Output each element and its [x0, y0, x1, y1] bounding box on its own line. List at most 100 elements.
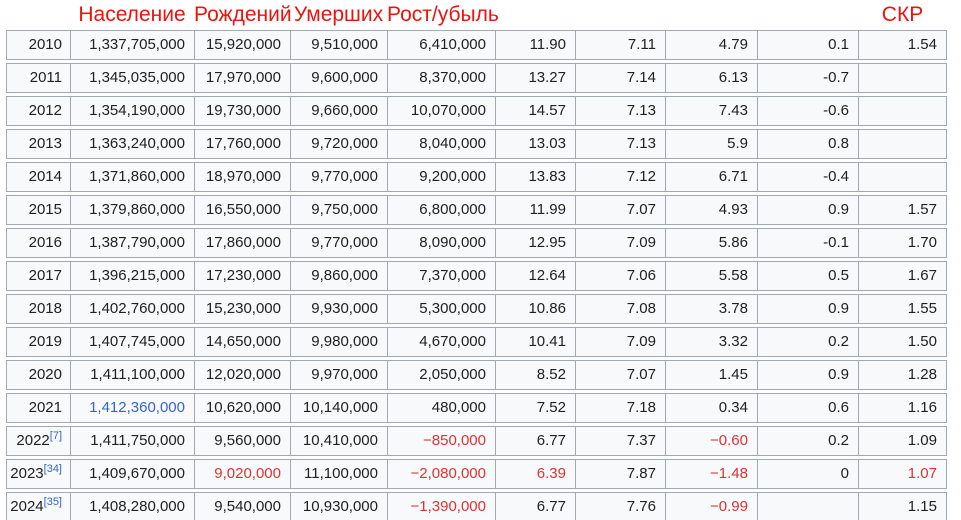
cell-tfr: 1.67 [858, 261, 947, 291]
cell-population: 1,354,190,000 [70, 96, 194, 126]
cell-death-rate: 7.13 [575, 96, 665, 126]
cell-births: 15,920,000 [194, 30, 290, 60]
cell-population: 1,411,750,000 [70, 426, 194, 456]
cell-birth-rate: 10.86 [495, 294, 575, 324]
population-link[interactable]: 1,412,360,000 [89, 399, 185, 416]
cell-year: 2024[35] [6, 492, 70, 520]
cell-population: 1,409,670,000 [70, 459, 194, 489]
cell-natural-growth-rate: 5.86 [665, 228, 757, 258]
cell-tfr: 1.15 [858, 492, 947, 520]
cell-death-rate: 7.11 [575, 30, 665, 60]
cell-rate-4: 0.2 [757, 426, 858, 456]
cell-rate-4: 0.9 [757, 360, 858, 390]
cell-year: 2017 [6, 261, 70, 291]
reference-link[interactable]: [7] [49, 430, 62, 442]
cell-rate-4: -0.4 [757, 162, 858, 192]
header-births: Рождений [194, 3, 292, 26]
cell-death-rate: 7.37 [575, 426, 665, 456]
table-row: 2013 1,363,240,000 17,760,000 9,720,000 8,04… [6, 129, 947, 159]
table-row: 2018 1,402,760,000 15,230,000 9,930,000 5,30… [6, 294, 947, 324]
cell-rate-4: 0.5 [757, 261, 858, 291]
cell-population: 1,363,240,000 [70, 129, 194, 159]
cell-natural-change: 4,670,000 [387, 327, 495, 357]
cell-year: 2019 [6, 327, 70, 357]
cell-deaths: 9,970,000 [290, 360, 387, 390]
cell-birth-rate: 6.77 [495, 492, 575, 520]
header-natural-growth-rate [665, 3, 757, 27]
cell-population: 1,396,215,000 [70, 261, 194, 291]
cell-deaths: 11,100,000 [290, 459, 387, 489]
header-population: Население [78, 3, 186, 26]
cell-death-rate: 7.09 [575, 327, 665, 357]
cell-year: 2015 [6, 195, 70, 225]
cell-birth-rate: 12.64 [495, 261, 575, 291]
cell-rate-4: 0.1 [757, 30, 858, 60]
cell-natural-change: 7,370,000 [387, 261, 495, 291]
cell-birth-rate: 10.41 [495, 327, 575, 357]
cell-tfr: 1.50 [858, 327, 947, 357]
cell-natural-growth-rate: 6.13 [665, 63, 757, 93]
cell-population: 1,411,100,000 [70, 360, 194, 390]
reference-link[interactable]: [34] [43, 463, 62, 475]
cell-rate-4: -0.6 [757, 96, 858, 126]
cell-natural-change: 10,070,000 [387, 96, 495, 126]
cell-population: 1,371,860,000 [70, 162, 194, 192]
cell-birth-rate: 14.57 [495, 96, 575, 126]
cell-rate-4: -0.7 [757, 63, 858, 93]
cell-births: 10,620,000 [194, 393, 290, 423]
cell-deaths: 9,860,000 [290, 261, 387, 291]
table-row: 2024[35] 1,408,280,000 9,540,000 10,930,000… [6, 492, 947, 520]
table-row: 2017 1,396,215,000 17,230,000 9,860,000 7,37… [6, 261, 947, 291]
reference-link[interactable]: [35] [43, 496, 62, 508]
cell-birth-rate: 6.39 [495, 459, 575, 489]
cell-natural-change: −1,390,000 [387, 492, 495, 520]
cell-natural-change: −2,080,000 [387, 459, 495, 489]
cell-rate-4: 0 [757, 459, 858, 489]
cell-natural-growth-rate: −0.60 [665, 426, 757, 456]
cell-births: 17,760,000 [194, 129, 290, 159]
cell-deaths: 9,930,000 [290, 294, 387, 324]
cell-natural-change: 2,050,000 [387, 360, 495, 390]
cell-natural-growth-rate: 6.71 [665, 162, 757, 192]
cell-births: 15,230,000 [194, 294, 290, 324]
cell-deaths: 9,770,000 [290, 162, 387, 192]
header-year [6, 3, 70, 27]
cell-death-rate: 7.13 [575, 129, 665, 159]
cell-births: 14,650,000 [194, 327, 290, 357]
cell-tfr: 1.16 [858, 393, 947, 423]
cell-natural-change: 6,800,000 [387, 195, 495, 225]
cell-deaths: 9,750,000 [290, 195, 387, 225]
cell-population: 1,337,705,000 [70, 30, 194, 60]
cell-death-rate: 7.87 [575, 459, 665, 489]
cell-birth-rate: 11.99 [495, 195, 575, 225]
header-tfr: СКР [881, 3, 924, 26]
cell-rate-4: 0.9 [757, 294, 858, 324]
cell-population: 1,387,790,000 [70, 228, 194, 258]
cell-births: 17,970,000 [194, 63, 290, 93]
cell-population: 1,407,745,000 [70, 327, 194, 357]
cell-deaths: 10,140,000 [290, 393, 387, 423]
table-row: 2015 1,379,860,000 16,550,000 9,750,000 6,80… [6, 195, 947, 225]
cell-death-rate: 7.07 [575, 195, 665, 225]
cell-year: 2010 [6, 30, 70, 60]
header-birth-rate [495, 3, 575, 27]
cell-birth-rate: 13.83 [495, 162, 575, 192]
cell-death-rate: 7.76 [575, 492, 665, 520]
cell-deaths: 9,600,000 [290, 63, 387, 93]
cell-natural-growth-rate: 4.79 [665, 30, 757, 60]
cell-natural-growth-rate: 5.9 [665, 129, 757, 159]
cell-rate-4: 0.2 [757, 327, 858, 357]
cell-birth-rate: 11.90 [495, 30, 575, 60]
cell-natural-growth-rate: 7.43 [665, 96, 757, 126]
cell-rate-4 [757, 492, 858, 520]
cell-natural-growth-rate: 3.32 [665, 327, 757, 357]
cell-births: 9,020,000 [194, 459, 290, 489]
cell-tfr [858, 162, 947, 192]
cell-natural-change: 8,090,000 [387, 228, 495, 258]
header-natural-change: Рост/убыль [387, 3, 499, 26]
cell-tfr [858, 96, 947, 126]
cell-natural-growth-rate: 3.78 [665, 294, 757, 324]
cell-natural-change: −850,000 [387, 426, 495, 456]
table-row: 2012 1,354,190,000 19,730,000 9,660,000 10,0… [6, 96, 947, 126]
cell-natural-growth-rate: 1.45 [665, 360, 757, 390]
